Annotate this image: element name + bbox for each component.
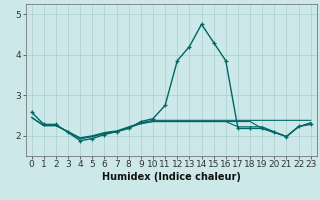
X-axis label: Humidex (Indice chaleur): Humidex (Indice chaleur) bbox=[102, 172, 241, 182]
